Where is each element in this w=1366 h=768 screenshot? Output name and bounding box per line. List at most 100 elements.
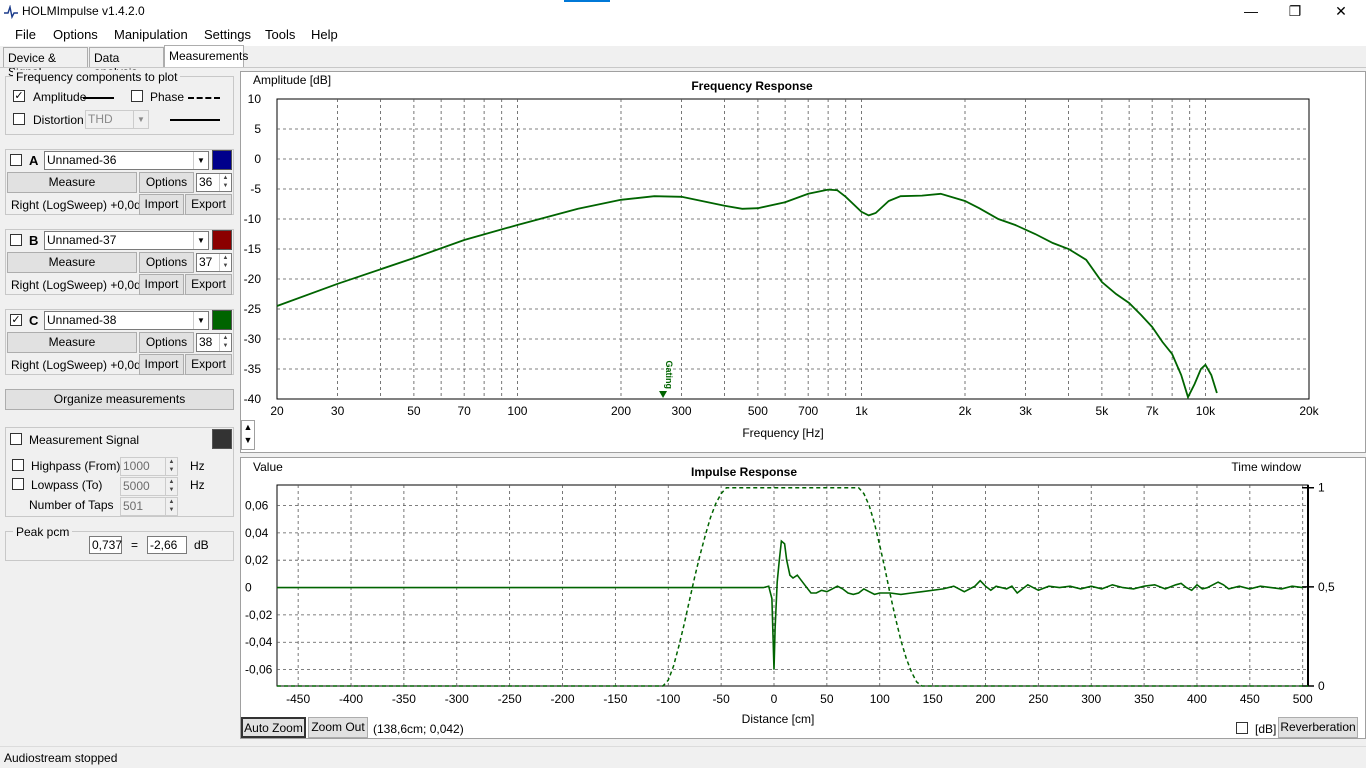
maximize-button[interactable]: ❐ — [1288, 3, 1302, 19]
imp-x-tick-label: -250 — [498, 692, 522, 706]
measurement-a-number-spinner[interactable]: 36 ▲ ▼ — [196, 173, 232, 192]
highpass-spinner[interactable]: 1000 ▲ ▼ — [120, 457, 178, 476]
imp-x-tick-label: 300 — [1081, 692, 1101, 706]
db-checkbox[interactable] — [1236, 722, 1248, 734]
chevron-down-icon: ▼ — [193, 152, 208, 169]
amplitude-label: Amplitude — [33, 90, 87, 104]
measurement-c-measure-button[interactable]: Measure — [7, 332, 137, 353]
measurement-a-name-select[interactable]: Unnamed-36 ▼ — [44, 151, 209, 170]
chevron-down-icon: ▼ — [193, 232, 208, 249]
imp-x-tick-label: -350 — [392, 692, 416, 706]
menu-tools[interactable]: Tools — [265, 27, 296, 42]
measurement-a-import-button[interactable]: Import — [139, 194, 184, 215]
frequency-response-panel: 10 5 0 -5 -10 -15 -20 -25 -30 -35 -40 20 30 50 70 100 20… — [240, 71, 1366, 453]
measurement-b-number-spinner[interactable]: 37 ▲ ▼ — [196, 253, 232, 272]
imp-y-tick-label: 0 — [245, 581, 252, 595]
spinner-arrows-icon[interactable]: ▲ ▼ — [165, 458, 177, 475]
amplitude-checkbox[interactable]: ✓ — [13, 90, 25, 102]
menu-help[interactable]: Help — [311, 27, 338, 42]
highpass-checkbox[interactable] — [12, 459, 24, 471]
freq-y-tick-label: -15 — [244, 242, 262, 256]
arrow-down-icon[interactable]: ▼ — [243, 435, 253, 445]
lowpass-label: Lowpass (To) — [31, 478, 103, 492]
phase-checkbox[interactable] — [131, 90, 143, 102]
zoom-out-button[interactable]: Zoom Out — [308, 717, 368, 738]
freq-x-tick-label: 5k — [1096, 404, 1110, 418]
menu-file[interactable]: File — [15, 27, 36, 42]
distortion-checkbox[interactable] — [13, 113, 25, 125]
lowpass-spinner[interactable]: 5000 ▲ ▼ — [120, 477, 178, 496]
taps-spinner[interactable]: 501 ▲ ▼ — [120, 497, 178, 516]
tab-measurements[interactable]: Measurements — [164, 45, 248, 68]
imp-plot-area — [276, 484, 1309, 687]
measurement-c-options-button[interactable]: Options — [139, 332, 194, 353]
imp-x-tick-label: 150 — [923, 692, 943, 706]
impulse-response-chart[interactable]: -450 -400 -350 -300 -250 -200 -150 -100 -50 0 50 10… — [241, 458, 1365, 738]
imp-y-tick-label: 0,02 — [245, 553, 269, 567]
measurement-c-color-swatch[interactable] — [212, 310, 232, 330]
imp-x-tick-label: 50 — [820, 692, 834, 706]
time-window-label: Time window — [1231, 460, 1301, 474]
measurement-a-number: 36 — [199, 175, 213, 189]
measurement-signal-color-swatch[interactable] — [212, 429, 232, 449]
distortion-select[interactable]: THD ▼ — [85, 110, 149, 129]
reverberation-button[interactable]: Reverberation — [1278, 717, 1358, 738]
spinner-arrows-icon[interactable]: ▲ ▼ — [219, 254, 231, 271]
app-logo-icon — [4, 5, 18, 19]
peak-linear-field[interactable]: 0,737 — [89, 536, 122, 554]
auto-zoom-button[interactable]: Auto Zoom — [241, 717, 306, 738]
window-title: HOLMImpulse v1.4.2.0 — [22, 4, 145, 18]
measurement-a-name: Unnamed-36 — [47, 153, 117, 167]
measurement-b-options-button[interactable]: Options — [139, 252, 194, 273]
arrow-up-icon[interactable]: ▲ — [243, 422, 253, 432]
measurement-a-checkbox[interactable] — [10, 154, 22, 166]
gating-marker[interactable]: Gating — [659, 361, 674, 399]
distortion-select-value: THD — [88, 112, 113, 126]
measurement-b-number: 37 — [199, 255, 213, 269]
measurement-b-group — [5, 229, 234, 295]
menu-options[interactable]: Options — [53, 27, 98, 42]
measurement-b-import-button[interactable]: Import — [139, 274, 184, 295]
imp-x-tick-label: 250 — [1028, 692, 1048, 706]
menu-settings[interactable]: Settings — [204, 27, 251, 42]
measurement-a-color-swatch[interactable] — [212, 150, 232, 170]
imp-x-axis-label: Distance [cm] — [742, 712, 815, 726]
spinner-arrows-icon[interactable]: ▲ ▼ — [165, 478, 177, 495]
measurement-a-export-button[interactable]: Export — [185, 194, 232, 215]
measurement-c-name: Unnamed-38 — [47, 313, 117, 327]
tab-data-analysis[interactable]: Data analysis — [89, 47, 164, 79]
measurement-b-name-select[interactable]: Unnamed-37 ▼ — [44, 231, 209, 250]
lowpass-checkbox[interactable] — [12, 478, 24, 490]
imp-x-tick-label: -300 — [445, 692, 469, 706]
spinner-arrows-icon[interactable]: ▲ ▼ — [165, 498, 177, 515]
measurement-signal-checkbox[interactable] — [10, 433, 22, 445]
measurement-c-export-button[interactable]: Export — [185, 354, 232, 375]
measurement-b-checkbox[interactable] — [10, 234, 22, 246]
menu-manipulation[interactable]: Manipulation — [114, 27, 188, 42]
measurement-b-color-swatch[interactable] — [212, 230, 232, 250]
freq-y-tick-label: 10 — [248, 92, 262, 106]
measurement-a-measure-button[interactable]: Measure — [7, 172, 137, 193]
measurement-c-name-select[interactable]: Unnamed-38 ▼ — [44, 311, 209, 330]
organize-measurements-button[interactable]: Organize measurements — [5, 389, 234, 410]
time-window-tick-label: 1 — [1318, 481, 1325, 495]
close-button[interactable]: ✕ — [1335, 3, 1347, 19]
chevron-down-icon: ▼ — [193, 312, 208, 329]
status-text: Audiostream stopped — [4, 751, 118, 765]
measurement-b-measure-button[interactable]: Measure — [7, 252, 137, 273]
minimize-button[interactable]: — — [1244, 3, 1258, 19]
peak-db-field[interactable]: -2,66 — [147, 536, 187, 554]
measurement-c-import-button[interactable]: Import — [139, 354, 184, 375]
tab-device-signal[interactable]: Device & Signal — [3, 47, 88, 79]
measurement-c-number-spinner[interactable]: 38 ▲ ▼ — [196, 333, 232, 352]
left-panel: Frequency components to plot ✓ Amplitude… — [0, 67, 240, 745]
measurement-c-checkbox[interactable]: ✓ — [10, 314, 22, 326]
measurement-b-export-button[interactable]: Export — [185, 274, 232, 295]
freq-x-tick-label: 1k — [855, 404, 869, 418]
measurement-a-options-button[interactable]: Options — [139, 172, 194, 193]
spinner-arrows-icon[interactable]: ▲ ▼ — [219, 334, 231, 351]
imp-x-tick-label: -150 — [603, 692, 627, 706]
panel-resize-arrows[interactable]: ▲ ▼ — [241, 420, 255, 450]
spinner-arrows-icon[interactable]: ▲ ▼ — [219, 174, 231, 191]
